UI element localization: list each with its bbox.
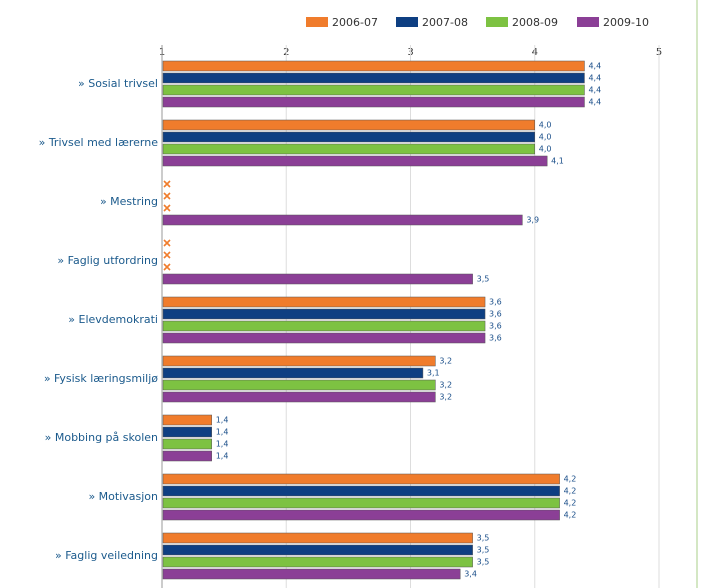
value-label: 3,5 (477, 275, 490, 284)
legend-label: 2006-07 (332, 16, 378, 29)
category-label: » Elevdemokrati (68, 313, 158, 326)
bar (162, 568, 461, 580)
bar (162, 438, 212, 450)
value-label: 1,4 (216, 428, 229, 437)
bar (162, 379, 436, 391)
value-label: 4,0 (539, 121, 552, 130)
bar (162, 273, 473, 285)
bar (162, 544, 473, 556)
value-label: 3,2 (439, 381, 452, 390)
missing-marker (163, 204, 171, 212)
legend-label: 2007-08 (422, 16, 468, 29)
value-label: 4,0 (539, 145, 552, 154)
value-label: 1,4 (216, 416, 229, 425)
bar (162, 509, 560, 521)
bar (162, 473, 560, 485)
category-label: » Mobbing på skolen (45, 431, 158, 444)
bar (162, 214, 523, 226)
value-label: 3,1 (427, 369, 440, 378)
value-label: 4,4 (588, 98, 601, 107)
bar (162, 497, 560, 509)
missing-marker (163, 192, 171, 200)
category-label: » Faglig veiledning (55, 549, 158, 562)
bar (162, 367, 424, 379)
category-label: » Faglig utfordring (57, 254, 158, 267)
bar (162, 414, 212, 426)
bar (162, 84, 585, 96)
value-label: 3,5 (477, 558, 490, 567)
value-label: 3,5 (477, 546, 490, 555)
value-label: 4,0 (539, 133, 552, 142)
value-label: 3,9 (526, 216, 539, 225)
value-label: 4,4 (588, 62, 601, 71)
value-label: 3,6 (489, 310, 502, 319)
value-label: 1,4 (216, 452, 229, 461)
bar (162, 296, 486, 308)
missing-marker (163, 263, 171, 271)
legend-swatch (486, 17, 508, 27)
value-label: 4,4 (588, 74, 601, 83)
category-label: » Fysisk læringsmiljø (44, 372, 158, 385)
bar (162, 355, 436, 367)
legend-swatch (306, 17, 328, 27)
bar (162, 426, 212, 438)
value-label: 3,2 (439, 357, 452, 366)
value-label: 4,2 (564, 475, 577, 484)
category-label: » Motivasjon (88, 490, 158, 503)
category-label: » Sosial trivsel (78, 77, 158, 90)
bar (162, 131, 535, 143)
bar (162, 485, 560, 497)
value-label: 3,2 (439, 393, 452, 402)
category-label: » Trivsel med lærerne (39, 136, 159, 149)
legend-swatch (577, 17, 599, 27)
legend-label: 2009-10 (603, 16, 649, 29)
missing-marker (163, 180, 171, 188)
value-label: 3,6 (489, 298, 502, 307)
value-label: 4,2 (564, 511, 577, 520)
bar (162, 308, 486, 320)
value-label: 4,4 (588, 86, 601, 95)
value-label: 4,1 (551, 157, 564, 166)
bar (162, 96, 585, 108)
value-label: 3,5 (477, 534, 490, 543)
bar (162, 72, 585, 84)
value-label: 3,6 (489, 322, 502, 331)
value-label: 3,4 (464, 570, 477, 579)
missing-marker (163, 251, 171, 259)
value-label: 3,6 (489, 334, 502, 343)
bar (162, 332, 486, 344)
bar (162, 532, 473, 544)
bar (162, 155, 548, 167)
value-label: 4,2 (564, 499, 577, 508)
bar (162, 119, 535, 131)
bar (162, 450, 212, 462)
bar (162, 143, 535, 155)
category-label: » Mestring (100, 195, 158, 208)
legend-label: 2008-09 (512, 16, 558, 29)
value-label: 4,2 (564, 487, 577, 496)
value-label: 1,4 (216, 440, 229, 449)
legend-swatch (396, 17, 418, 27)
bar (162, 556, 473, 568)
bar (162, 320, 486, 332)
bar (162, 60, 585, 72)
missing-marker (163, 239, 171, 247)
bar (162, 391, 436, 403)
